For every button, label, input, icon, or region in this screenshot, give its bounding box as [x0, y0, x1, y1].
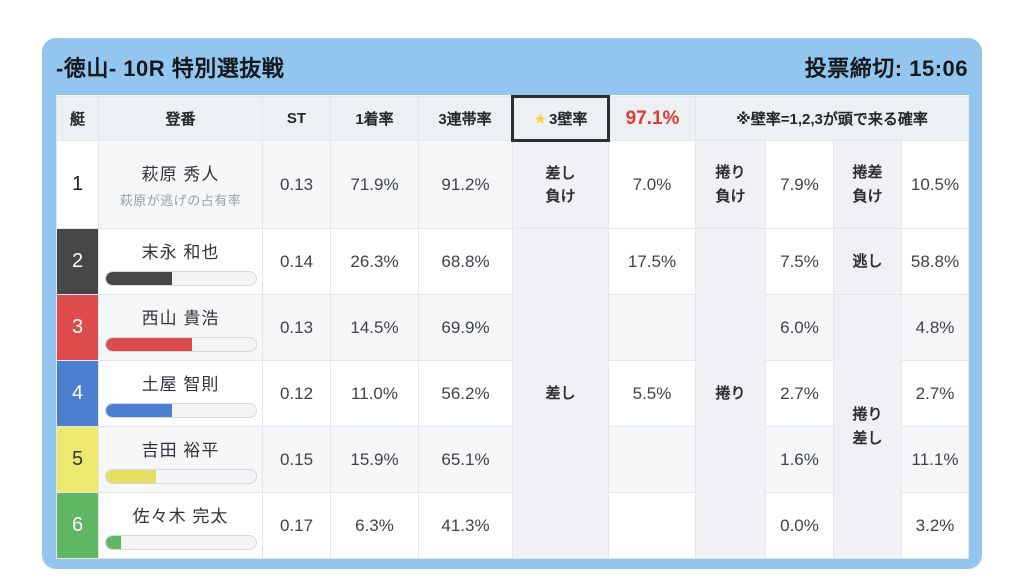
boat-number-badge: 2 [56, 228, 99, 295]
table-row: 4 土屋 智則 0.12 11.0% 56.2% 5.5% 2.7% 2.7% [56, 360, 970, 427]
racer-cell: 土屋 智則 [98, 360, 263, 427]
stat-bar [105, 270, 257, 286]
star-icon: ★ [533, 111, 548, 128]
st-value: 0.17 [262, 492, 331, 559]
table-row: 2 末永 和也 0.14 26.3% 68.8% 差し 17.5% 捲り 7.5… [56, 228, 970, 559]
stat-bar-fill [106, 271, 172, 285]
table-row: 6 佐々木 完太 0.17 6.3% 41.3% 0.0% 3.2% [56, 492, 970, 559]
racer-name: 佐々木 完太 [132, 506, 229, 526]
win-rate-value: 26.3% [330, 228, 419, 295]
wall-rate-label: 3壁率 [549, 111, 588, 128]
racer-cell: 吉田 裕平 [98, 426, 263, 493]
st-value: 0.13 [262, 140, 331, 229]
racer-name: 萩原 秀人 [141, 165, 220, 184]
race-title: -徳山- 10R 特別選抜戦 [56, 55, 285, 81]
makurizashi-make-value: 10.5% [900, 140, 970, 229]
wall-rate-button[interactable]: ★ 3壁率 [511, 95, 610, 142]
win-rate-value: 71.9% [330, 140, 419, 229]
table-row: 5 吉田 裕平 0.15 15.9% 65.1% 1.6% 11.1% [56, 426, 970, 493]
label-makurizashi: 捲り 差し [833, 294, 902, 559]
boat-number-badge: 6 [56, 492, 99, 559]
sashi-value [608, 294, 696, 361]
makuri-make-value: 7.9% [765, 140, 834, 229]
racer-cell: 佐々木 完太 [98, 492, 263, 559]
label-sashi: 差し [512, 228, 609, 559]
stat-bar-fill [106, 337, 192, 351]
makuri-value: 6.0% [765, 294, 834, 361]
top3-rate-value: 41.3% [418, 492, 513, 559]
win-rate-value: 14.5% [330, 294, 419, 361]
makuri-value: 0.0% [765, 492, 834, 559]
racer-subtitle: 萩原が逃げの占有率 [119, 193, 242, 208]
racer-cell: 萩原 秀人 萩原が逃げの占有率 [98, 140, 263, 229]
label-makuri-make: 捲り 負け [695, 140, 766, 229]
col-header-top3-rate: 3連帯率 [418, 96, 513, 141]
win-rate-value: 6.3% [330, 492, 419, 559]
race-card: -徳山- 10R 特別選抜戦 投票締切: 15:06 艇 登番 ST 1着率 3… [42, 38, 982, 569]
sashi-value: 5.5% [608, 360, 696, 427]
table-header-row: 艇 登番 ST 1着率 3連帯率 ★ 3壁率 97.1% ※壁率=1,2,3が頭で… [56, 95, 970, 142]
nigashi-value: 58.8% [900, 228, 970, 295]
label-nigashi: 逃し [833, 228, 902, 295]
racer-name: 土屋 智則 [141, 374, 220, 394]
win-rate-value: 15.9% [330, 426, 419, 493]
st-value: 0.14 [262, 228, 331, 295]
makuri-value: 2.7% [765, 360, 834, 427]
wall-rate-value: 97.1% [625, 107, 680, 129]
makuri-value: 1.6% [765, 426, 834, 493]
race-table: 艇 登番 ST 1着率 3連帯率 ★ 3壁率 97.1% ※壁率=1,2,3が頭で… [56, 95, 970, 559]
col-header-st: ST [262, 96, 331, 141]
table-row: 3 西山 貴浩 0.13 14.5% 69.9% 6.0% 捲り 差し 4.8% [56, 294, 970, 559]
stat-bar-fill [106, 535, 121, 549]
st-value: 0.15 [262, 426, 331, 493]
sashi-value: 17.5% [608, 228, 696, 295]
col-header-racer: 登番 [98, 96, 263, 141]
wall-rate-value-cell: 97.1% [608, 96, 696, 141]
stat-bar [105, 534, 257, 550]
makurizashi-value: 3.2% [900, 492, 970, 559]
sashi-value [608, 492, 696, 559]
wall-rate-note: ※壁率=1,2,3が頭で来る確率 [694, 96, 970, 141]
top3-rate-value: 56.2% [418, 360, 513, 427]
table-row: 1 萩原 秀人 萩原が逃げの占有率 0.13 71.9% 91.2% 差し 負け … [56, 140, 970, 229]
makurizashi-value: 4.8% [900, 294, 970, 361]
boat-number-badge: 1 [56, 140, 99, 229]
sashi-value [608, 426, 696, 493]
makurizashi-value: 11.1% [900, 426, 970, 493]
racer-name: 吉田 裕平 [141, 440, 220, 460]
top3-rate-value: 65.1% [418, 426, 513, 493]
stat-bar [105, 402, 257, 418]
racer-cell: 西山 貴浩 [98, 294, 263, 361]
racer-name: 末永 和也 [141, 242, 220, 262]
makurizashi-value: 2.7% [900, 360, 970, 427]
col-header-win-rate: 1着率 [330, 96, 419, 141]
boat-number-badge: 4 [56, 360, 99, 427]
label-makuri: 捲り [695, 228, 766, 559]
top3-rate-value: 68.8% [418, 228, 513, 295]
stat-bar [105, 468, 257, 484]
racer-cell: 末永 和也 [98, 228, 263, 295]
label-makurizashi-make: 捲差 負け [833, 140, 902, 229]
stat-bar-fill [106, 469, 156, 483]
top3-rate-value: 69.9% [418, 294, 513, 361]
vote-deadline: 投票締切: 15:06 [804, 55, 968, 81]
race-card-header: -徳山- 10R 特別選抜戦 投票締切: 15:06 [56, 38, 968, 95]
top3-rate-value: 91.2% [418, 140, 513, 229]
st-value: 0.13 [262, 294, 331, 361]
win-rate-value: 11.0% [330, 360, 419, 427]
sashi-make-value: 7.0% [608, 140, 696, 229]
boat-number-badge: 5 [56, 426, 99, 493]
col-header-boat: 艇 [56, 96, 99, 141]
stat-bar [105, 336, 257, 352]
makuri-value: 7.5% [765, 228, 834, 295]
racer-name: 西山 貴浩 [141, 308, 220, 328]
boat-number-badge: 3 [56, 294, 99, 361]
st-value: 0.12 [262, 360, 331, 427]
label-sashi-make: 差し 負け [512, 140, 609, 229]
stat-bar-fill [106, 403, 172, 417]
